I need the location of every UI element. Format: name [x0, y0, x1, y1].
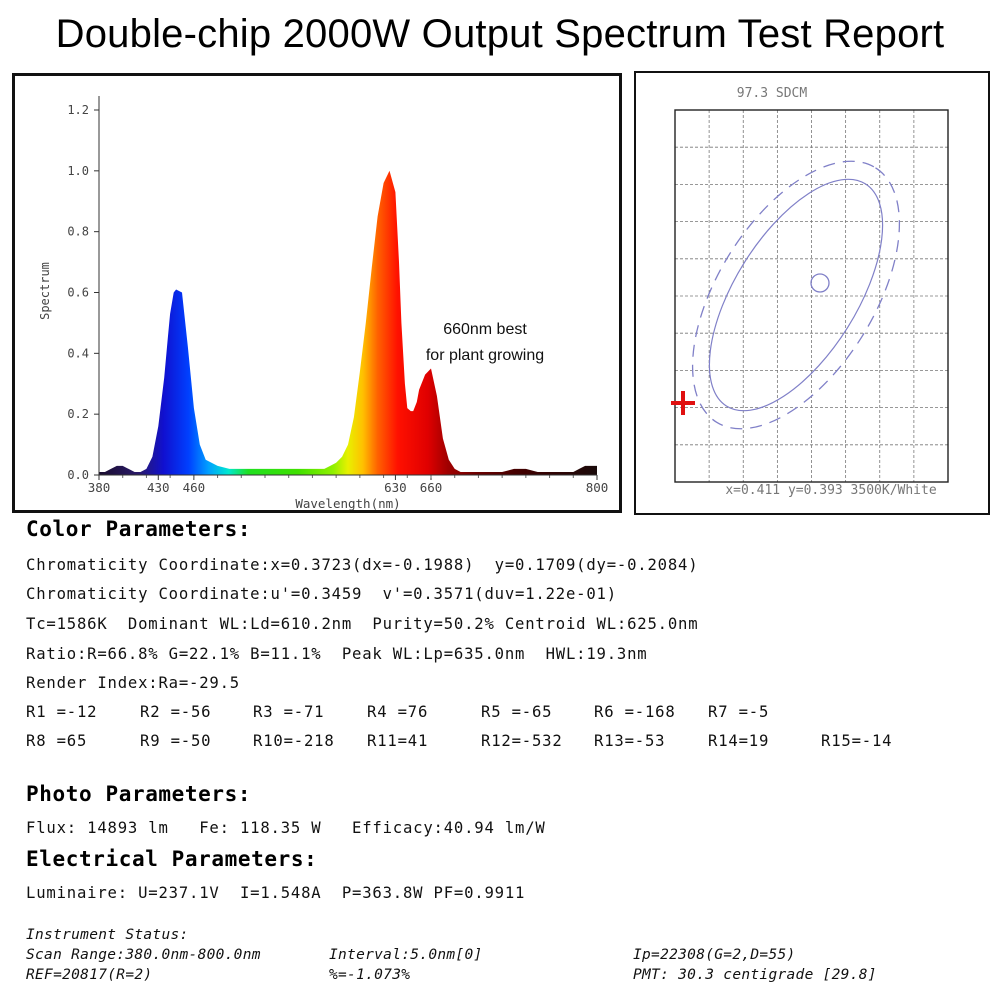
- inner-macadam-ellipse: [708, 178, 884, 412]
- scan-range: Scan Range:380.0nm-800.0nm: [26, 947, 261, 963]
- x-axis-label: Wavelength(nm): [295, 496, 400, 510]
- tc-line: Tc=1586K Dominant WL:Ld=610.2nm Purity=5…: [26, 615, 699, 633]
- y-tick-label: 1.0: [67, 164, 89, 178]
- flux-line: Flux: 14893 lm Fe: 118.35 W Efficacy:40.…: [26, 819, 546, 837]
- x-tick-label: 430: [147, 480, 170, 495]
- instrument-status-heading: Instrument Status:: [26, 927, 189, 943]
- annotation-line-2: for plant growing: [426, 347, 544, 364]
- r-value: R9 =-50: [140, 732, 212, 750]
- r-value: R4 =76: [367, 703, 429, 721]
- r-value: R8 =65: [26, 732, 88, 750]
- r-value: R6 =-168: [594, 703, 676, 721]
- chromaticity-diagram: 97.3 SDCM x=0.411 y=0.393 3500K/White: [671, 86, 949, 498]
- color-params-heading: Color Parameters:: [26, 517, 252, 541]
- spectrum-chart-panel: 0.0 0.2 0.4 0.6 0.8 1.0 1.2 380 430 460 630 660 800 …: [12, 73, 622, 513]
- x-tick-label: 660: [420, 480, 443, 495]
- outer-macadam-ellipse: [691, 160, 901, 430]
- r-value: R7 =-5: [708, 703, 770, 721]
- electrical-params-heading: Electrical Parameters:: [26, 847, 318, 871]
- percent-value: %=-1.073%: [329, 967, 411, 983]
- chromaticity-footer: x=0.411 y=0.393 3500K/White: [725, 483, 936, 498]
- r-value: R11=41: [367, 732, 429, 750]
- ref-value: REF=20817(R=2): [26, 967, 153, 983]
- x-tick-label: 800: [586, 480, 609, 495]
- x-tick-label: 630: [384, 480, 407, 495]
- x-tick-label: 460: [183, 480, 206, 495]
- chromaticity-xy-line: Chromaticity Coordinate:x=0.3723(dx=-0.1…: [26, 556, 699, 574]
- render-index-line: Render Index:Ra=-29.5: [26, 674, 240, 692]
- ratio-line: Ratio:R=66.8% G=22.1% B=11.1% Peak WL:Lp…: [26, 645, 648, 663]
- y-axis-label: Spectrum: [38, 262, 52, 320]
- y-tick-label: 0.8: [67, 225, 89, 239]
- target-point-circle: [810, 273, 830, 293]
- y-tick-label: 1.2: [67, 103, 89, 117]
- luminaire-line: Luminaire: U=237.1V I=1.548A P=363.8W PF…: [26, 884, 526, 902]
- photo-params-heading: Photo Parameters:: [26, 782, 252, 806]
- r-value: R13=-53: [594, 732, 666, 750]
- chromaticity-frame: [674, 109, 949, 483]
- r-value: R14=19: [708, 732, 770, 750]
- chromaticity-panel: 97.3 SDCM x=0.411 y=0.393 3500K/White: [634, 71, 990, 515]
- y-tick-label: 0.4: [67, 346, 89, 360]
- interval: Interval:5.0nm[0]: [329, 947, 483, 963]
- x-tick-label: 380: [88, 480, 111, 495]
- y-tick-label: 0.0: [67, 468, 89, 482]
- r-value: R12=-532: [481, 732, 563, 750]
- r-value: R10=-218: [253, 732, 335, 750]
- r-value: R5 =-65: [481, 703, 553, 721]
- r-value: R2 =-56: [140, 703, 212, 721]
- r-value: R15=-14: [821, 732, 893, 750]
- y-tick-label: 0.6: [67, 286, 89, 300]
- pmt-value: PMT: 30.3 centigrade [29.8]: [633, 967, 877, 983]
- measured-point-marker: [671, 391, 695, 415]
- y-tick-label: 0.2: [67, 407, 89, 421]
- ip-value: Ip=22308(G=2,D=55): [633, 947, 796, 963]
- chromaticity-grid: [675, 110, 948, 482]
- report-title: Double-chip 2000W Output Spectrum Test R…: [55, 12, 945, 56]
- r-value: R1 =-12: [26, 703, 98, 721]
- annotation-line-1: 660nm best: [443, 321, 527, 338]
- chromaticity-uv-line: Chromaticity Coordinate:u'=0.3459 v'=0.3…: [26, 585, 617, 603]
- sdcm-label: 97.3 SDCM: [737, 86, 808, 101]
- r-value: R3 =-71: [253, 703, 325, 721]
